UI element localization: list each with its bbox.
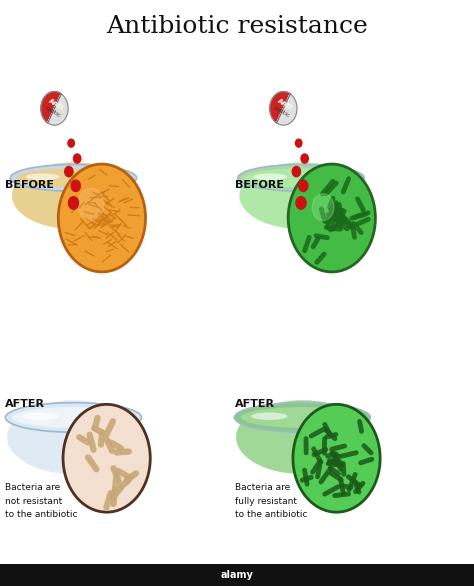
Ellipse shape (26, 173, 60, 180)
Circle shape (63, 404, 150, 512)
Ellipse shape (10, 165, 137, 191)
Ellipse shape (239, 162, 363, 229)
Text: AFTER: AFTER (235, 399, 274, 410)
Ellipse shape (7, 400, 140, 474)
Ellipse shape (244, 168, 358, 188)
Circle shape (288, 164, 375, 272)
Circle shape (73, 154, 81, 163)
Ellipse shape (253, 173, 287, 180)
Ellipse shape (12, 407, 135, 428)
Circle shape (65, 166, 73, 177)
Text: Antibiotic resistance: Antibiotic resistance (106, 15, 368, 38)
Ellipse shape (241, 407, 364, 428)
Text: biotic: biotic (44, 106, 62, 119)
Circle shape (296, 197, 306, 209)
Circle shape (71, 180, 81, 192)
Ellipse shape (22, 413, 59, 420)
Text: AFTER: AFTER (5, 399, 45, 410)
Ellipse shape (17, 168, 130, 188)
Text: BEFORE: BEFORE (5, 179, 54, 190)
Circle shape (312, 194, 334, 221)
Bar (0, 564, 474, 586)
Ellipse shape (238, 165, 364, 191)
Circle shape (68, 139, 74, 147)
Text: biotic: biotic (273, 106, 291, 119)
Circle shape (301, 154, 309, 163)
Polygon shape (41, 91, 61, 123)
Circle shape (292, 166, 301, 177)
Text: alamy: alamy (220, 570, 254, 580)
Polygon shape (48, 94, 68, 125)
Ellipse shape (251, 413, 287, 420)
Circle shape (299, 180, 308, 192)
Circle shape (295, 139, 302, 147)
Circle shape (68, 197, 79, 209)
Ellipse shape (12, 162, 135, 229)
Polygon shape (277, 94, 297, 125)
Circle shape (78, 188, 104, 221)
Text: Anti: Anti (277, 98, 294, 111)
Text: Bacteria are
fully resistant
to the antibiotic: Bacteria are fully resistant to the anti… (235, 483, 307, 519)
Text: Anti: Anti (48, 98, 65, 111)
Text: Bacteria are
not resistant
to the antibiotic: Bacteria are not resistant to the antibi… (5, 483, 77, 519)
Polygon shape (270, 91, 290, 123)
Ellipse shape (6, 403, 141, 432)
Circle shape (58, 164, 146, 272)
Ellipse shape (234, 403, 370, 432)
Text: BEFORE: BEFORE (235, 179, 283, 190)
Circle shape (293, 404, 380, 512)
Ellipse shape (236, 400, 369, 474)
